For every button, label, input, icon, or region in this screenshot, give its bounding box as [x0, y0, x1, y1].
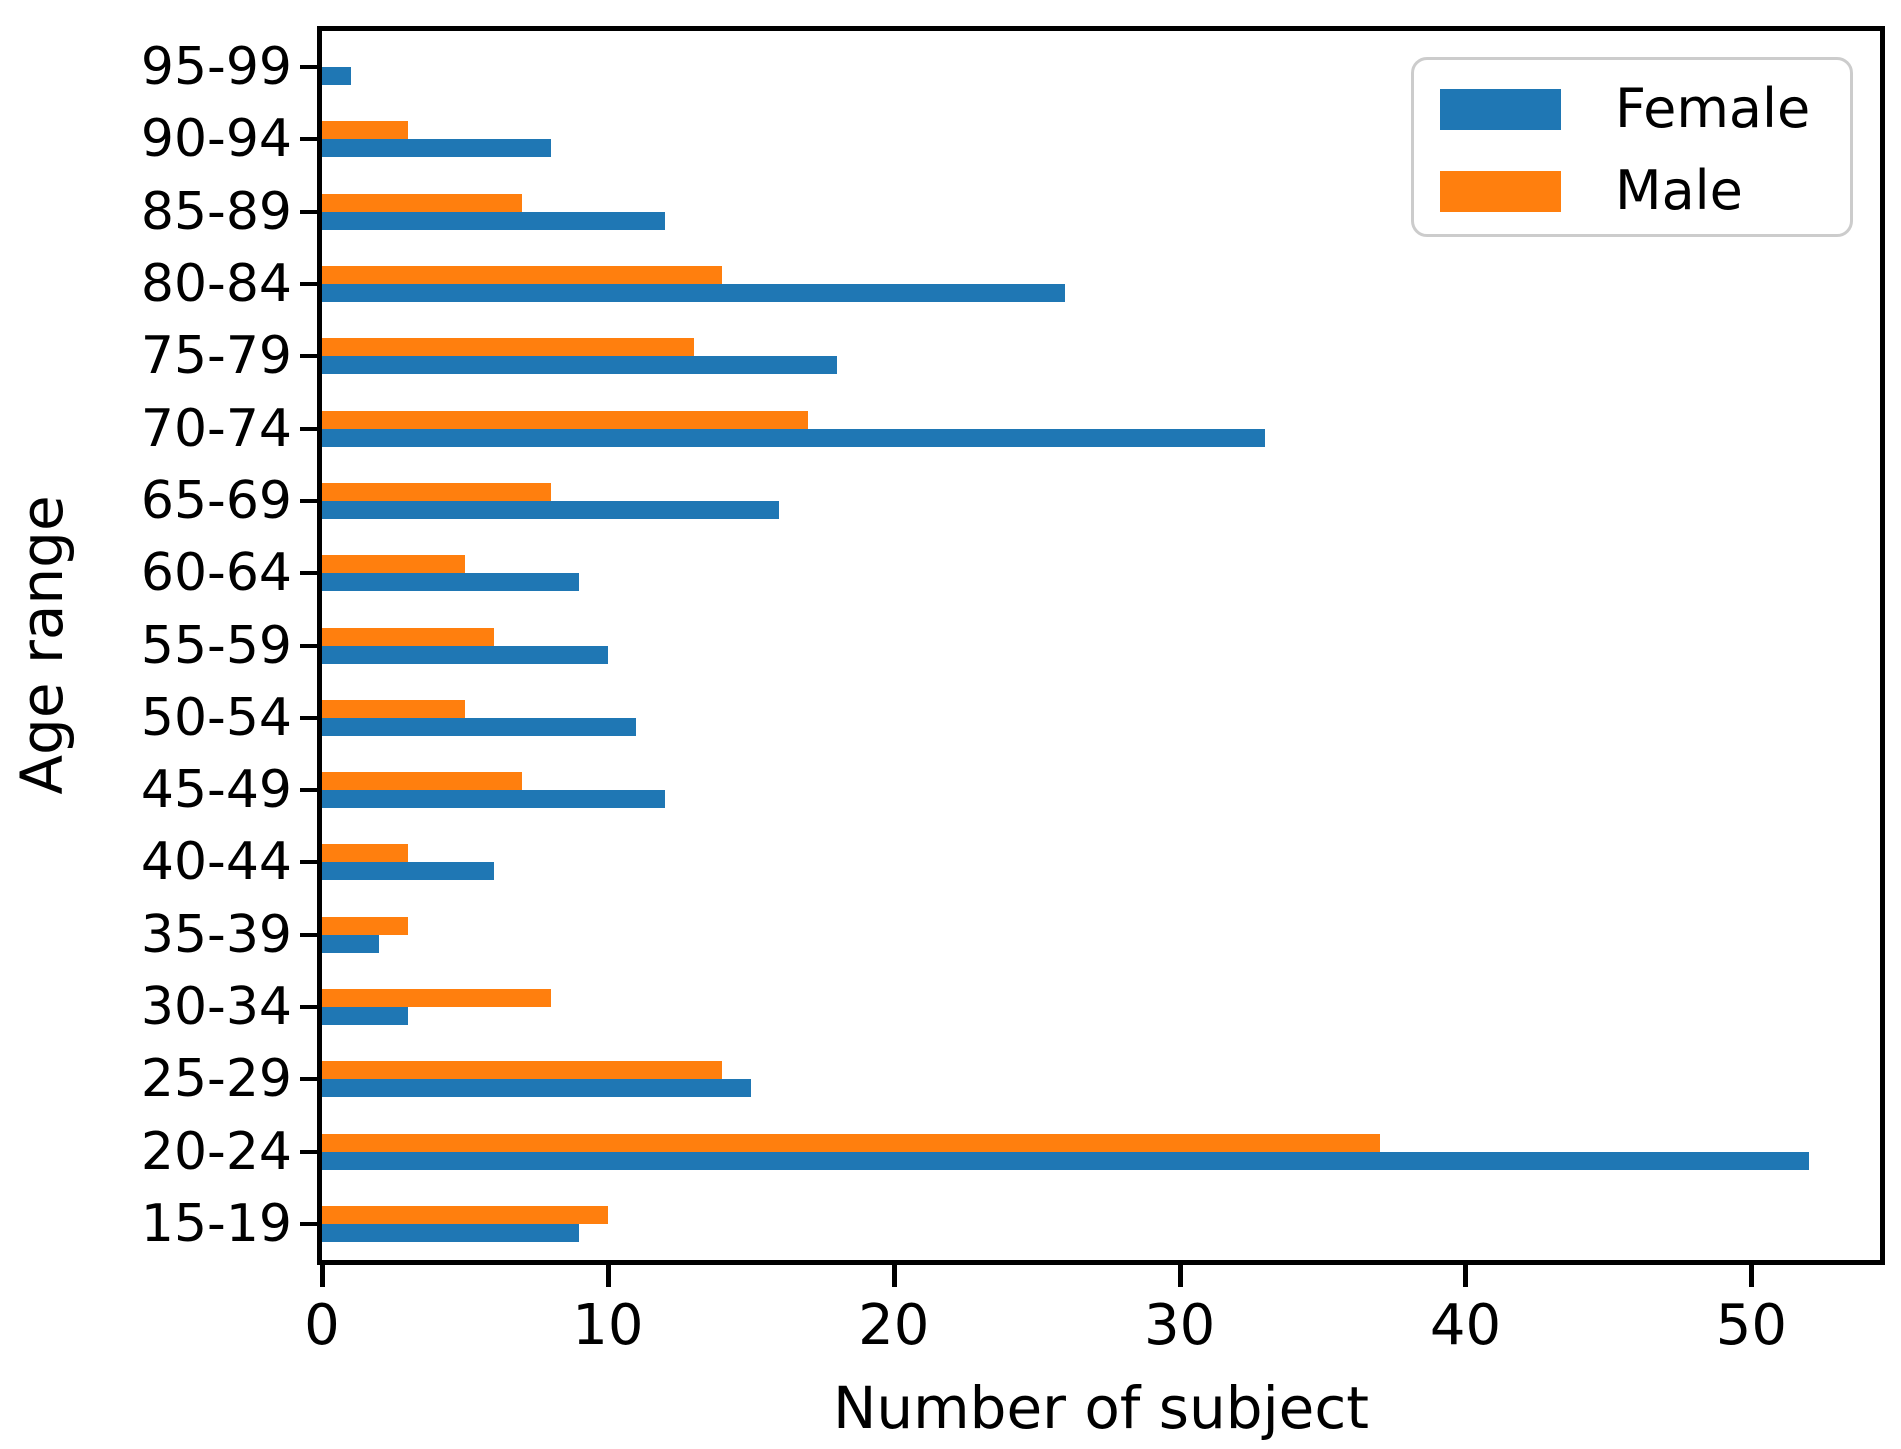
x-tick-40: [1463, 1265, 1469, 1287]
bar-female-95-99: [322, 67, 351, 86]
y-tick-85-89: [300, 209, 322, 214]
y-tick-65-69: [300, 498, 322, 503]
y-tick-label-50-54: 50-54: [140, 687, 292, 748]
bar-female-65-69: [322, 500, 780, 519]
bar-female-40-44: [322, 862, 494, 881]
y-tick-50-54: [300, 715, 322, 720]
bar-male-45-49: [322, 772, 523, 791]
bar-male-70-74: [322, 410, 808, 429]
x-tick-50: [1749, 1265, 1755, 1287]
y-tick-40-44: [300, 860, 322, 865]
y-tick-15-19: [300, 1221, 322, 1226]
y-tick-80-84: [300, 282, 322, 287]
y-tick-label-20-24: 20-24: [140, 1121, 292, 1182]
x-tick-label-10: 10: [572, 1293, 644, 1358]
bar-male-25-29: [322, 1061, 723, 1080]
x-tick-label-0: 0: [304, 1293, 340, 1358]
y-tick-20-24: [300, 1149, 322, 1154]
legend-entry-male: Male: [1440, 150, 1850, 232]
bar-male-65-69: [322, 482, 551, 501]
bar-female-55-59: [322, 645, 608, 664]
y-tick-label-75-79: 75-79: [140, 326, 292, 387]
y-tick-label-65-69: 65-69: [140, 470, 292, 531]
legend: Female Male: [1411, 57, 1853, 237]
bar-female-15-19: [322, 1223, 580, 1242]
y-tick-label-60-64: 60-64: [140, 543, 292, 604]
y-tick-70-74: [300, 426, 322, 431]
y-tick-60-64: [300, 571, 322, 576]
legend-label-female: Female: [1615, 77, 1811, 140]
x-tick-10: [605, 1265, 611, 1287]
bar-male-15-19: [322, 1205, 608, 1224]
bar-female-85-89: [322, 211, 666, 230]
y-tick-label-55-59: 55-59: [140, 615, 292, 676]
y-axis-title: Age range: [8, 495, 76, 795]
bar-male-35-39: [322, 916, 408, 935]
y-tick-label-85-89: 85-89: [140, 181, 292, 242]
female-swatch-icon: [1440, 88, 1561, 130]
y-tick-label-40-44: 40-44: [140, 832, 292, 893]
bar-female-60-64: [322, 573, 580, 592]
x-axis-title: Number of subject: [833, 1374, 1369, 1442]
bar-female-25-29: [322, 1079, 751, 1098]
x-tick-30: [1177, 1265, 1183, 1287]
x-tick-label-50: 50: [1715, 1293, 1787, 1358]
male-swatch-icon: [1440, 170, 1561, 212]
y-tick-label-15-19: 15-19: [140, 1193, 292, 1254]
bar-male-30-34: [322, 988, 551, 1007]
y-tick-35-39: [300, 932, 322, 937]
y-tick-95-99: [300, 65, 322, 70]
bar-male-40-44: [322, 844, 408, 863]
y-tick-75-79: [300, 354, 322, 359]
bar-male-80-84: [322, 266, 723, 285]
y-tick-label-70-74: 70-74: [140, 398, 292, 459]
bar-female-45-49: [322, 790, 666, 809]
y-tick-label-25-29: 25-29: [140, 1049, 292, 1110]
x-tick-label-40: 40: [1429, 1293, 1502, 1358]
bar-male-60-64: [322, 555, 465, 574]
bar-female-30-34: [322, 1006, 408, 1025]
bar-female-80-84: [322, 284, 1066, 303]
y-tick-label-45-49: 45-49: [140, 760, 292, 821]
y-tick-90-94: [300, 137, 322, 142]
bar-female-50-54: [322, 717, 637, 736]
bar-female-70-74: [322, 428, 1266, 447]
y-tick-30-34: [300, 1004, 322, 1009]
y-tick-label-30-34: 30-34: [140, 976, 292, 1037]
bar-male-90-94: [322, 121, 408, 140]
x-tick-label-30: 30: [1143, 1293, 1216, 1358]
bar-male-50-54: [322, 699, 465, 718]
y-tick-label-95-99: 95-99: [140, 37, 292, 98]
bar-male-85-89: [322, 193, 523, 212]
legend-entry-female: Female: [1440, 68, 1850, 150]
bar-female-90-94: [322, 139, 551, 158]
x-tick-20: [891, 1265, 897, 1287]
legend-label-male: Male: [1615, 159, 1743, 222]
bar-female-75-79: [322, 356, 837, 375]
y-tick-45-49: [300, 788, 322, 793]
bar-male-55-59: [322, 627, 494, 646]
y-tick-25-29: [300, 1077, 322, 1082]
y-tick-label-80-84: 80-84: [140, 254, 292, 315]
x-tick-0: [320, 1265, 325, 1287]
bar-female-20-24: [322, 1151, 1809, 1170]
bar-male-20-24: [322, 1133, 1380, 1152]
y-tick-55-59: [300, 643, 322, 648]
y-tick-label-35-39: 35-39: [140, 904, 292, 965]
bar-male-75-79: [322, 338, 694, 357]
bar-female-35-39: [322, 934, 380, 953]
y-tick-label-90-94: 90-94: [140, 109, 292, 170]
x-tick-label-20: 20: [858, 1293, 930, 1358]
